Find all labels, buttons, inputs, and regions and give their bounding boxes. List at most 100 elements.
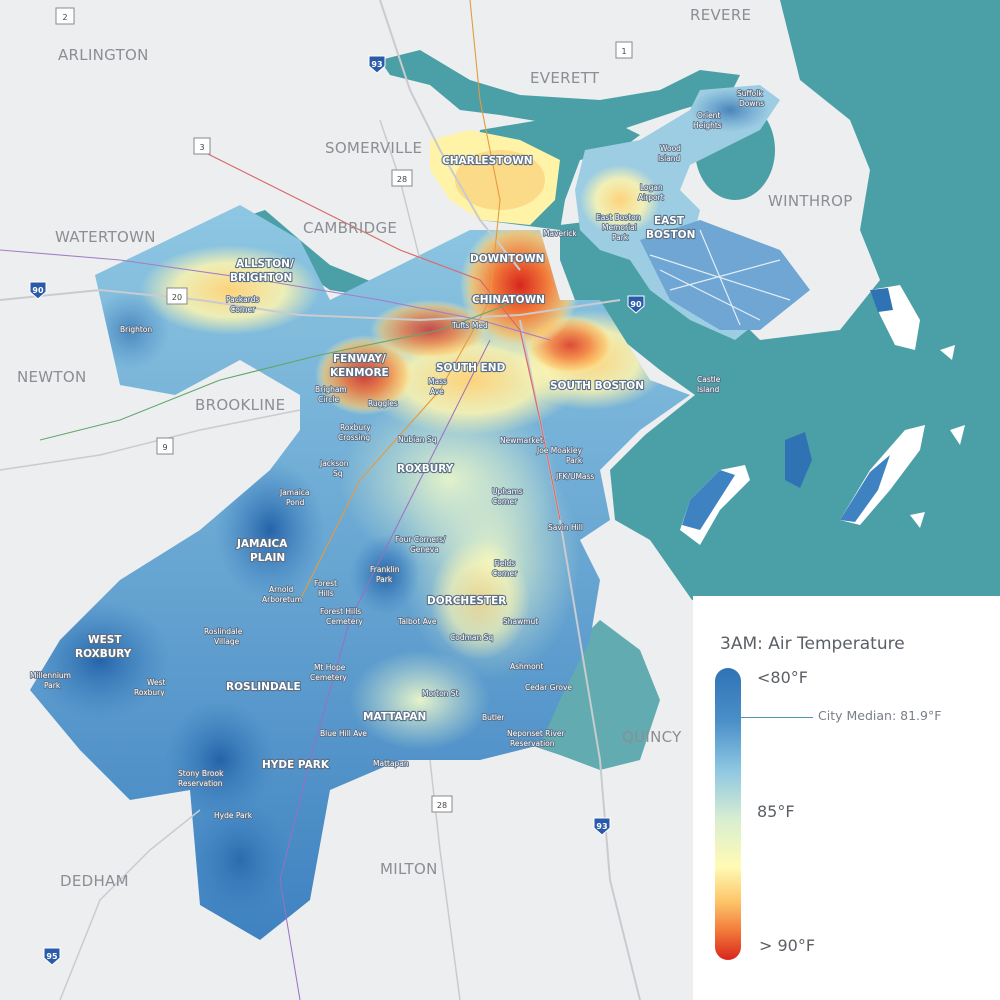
town-brookline: BROOKLINE	[195, 396, 285, 414]
cool-franklin-park	[350, 535, 420, 615]
place-orient-heights-1: Orient	[697, 111, 720, 120]
svg-text:93: 93	[371, 60, 382, 69]
island-small-3	[940, 345, 955, 360]
svg-text:90: 90	[630, 300, 642, 309]
place-nubian: Nubian Sq	[398, 435, 437, 444]
hood-fenway-line1: FENWAY/	[333, 353, 386, 365]
hood-chinatown: CHINATOWN	[472, 294, 545, 306]
place-uphams-2: Corner	[492, 497, 518, 506]
town-labels: REVERE ARLINGTON EVERETT SOMERVILLE WINT…	[17, 6, 852, 890]
place-wood-island-1: Wood	[660, 144, 681, 153]
place-shawmut: Shawmut	[503, 617, 538, 626]
hood-mattapan: MATTAPAN	[363, 711, 426, 723]
svg-text:9: 9	[162, 443, 167, 452]
place-orient-heights-2: Heights	[693, 121, 722, 130]
east-boston-heat	[575, 85, 810, 340]
place-suffolk-downs-1: Suffolk	[737, 89, 763, 98]
hood-allston-line1: ALLSTON/	[236, 258, 294, 270]
place-west-roxbury-st-2: Roxbury	[134, 688, 165, 697]
svg-text:3: 3	[199, 143, 204, 152]
place-arnold-2: Arboretum	[262, 595, 302, 604]
place-brigham-1: Brigham	[315, 385, 347, 394]
hood-jamaica-plain-line2: PLAIN	[250, 552, 285, 564]
road-i95	[59, 809, 201, 1000]
island-long-heat	[840, 455, 890, 522]
heat-allston	[140, 245, 320, 335]
hood-jamaica-plain-line1: JAMAICA	[236, 538, 288, 550]
town-newton: NEWTON	[17, 368, 87, 386]
shield-i90-east: 90	[627, 295, 645, 314]
transit-orange-line	[299, 0, 501, 601]
cool-hyde-park	[190, 800, 290, 920]
shield-rt28-south: 28	[431, 795, 453, 813]
hood-roslindale: ROSLINDALE	[226, 681, 301, 693]
place-ashmont: Ashmont	[510, 662, 543, 671]
svg-text:28: 28	[437, 801, 447, 810]
place-castle-2: Island	[697, 385, 720, 394]
shield-rt20: 20	[166, 287, 188, 305]
island-spectacle	[785, 432, 812, 488]
place-mattapan-st: Mattapan	[373, 759, 409, 768]
place-newmarket: Newmarket	[500, 436, 543, 445]
place-brighton: Brighton	[120, 325, 152, 334]
legend-label-mid: 85°F	[757, 802, 795, 821]
place-fh-cemetery-1: Forest Hills	[320, 607, 361, 616]
place-jamaica-pond-2: Pond	[286, 498, 305, 507]
place-rosl-village-1: Roslindale	[204, 627, 243, 636]
place-uphams-1: Uphams	[492, 487, 523, 496]
hood-hyde-park: HYDE PARK	[262, 759, 330, 771]
place-packards-2: Corner	[230, 305, 256, 314]
shield-i93-south: 93	[593, 817, 611, 836]
route-shields: 2 1 93 3 28 20 90 90	[29, 7, 645, 966]
heat-mattapan	[350, 650, 490, 750]
cool-jamaica-plain	[215, 460, 325, 600]
mystic-river-water	[380, 50, 740, 130]
hood-fenway-line2: KENMORE	[330, 367, 389, 379]
cool-stony-brook	[165, 700, 275, 820]
transit-green-line	[39, 299, 521, 441]
place-ruggles: Ruggles	[368, 399, 398, 408]
hood-south-boston: SOUTH BOSTON	[550, 380, 644, 392]
town-somerville: SOMERVILLE	[325, 139, 422, 157]
heat-backbay	[370, 300, 490, 360]
town-everett: EVERETT	[530, 69, 600, 87]
place-jackson-1: Jackson	[319, 459, 349, 468]
place-rosl-village-2: Village	[214, 637, 240, 646]
place-blue-hill: Blue Hill Ave	[320, 729, 367, 738]
road-i93-north	[379, 0, 521, 271]
place-moakley-1: Joe Moakley	[536, 446, 582, 455]
place-stony-brook-2: Reservation	[178, 779, 223, 788]
place-tufts-med: Tufts Med	[451, 321, 488, 330]
legend-median-label: City Median: 81.9°F	[818, 708, 942, 723]
hood-south-end: SOUTH END	[436, 362, 506, 374]
place-brigham-2: Circle	[318, 395, 339, 404]
hood-dorchester: DORCHESTER	[427, 595, 506, 607]
road-rt9	[0, 409, 301, 471]
charlestown-warm	[455, 150, 545, 210]
place-neponset-1: Neponset River	[507, 729, 566, 738]
place-jamaica-pond-1: Jamaica	[279, 488, 310, 497]
legend-label-hot: > 90°F	[759, 936, 816, 955]
hood-west-roxbury-line1: WEST	[88, 634, 122, 646]
place-mt-hope-2: Cemetery	[310, 673, 347, 682]
island-thompson-heat	[682, 470, 735, 530]
place-ebmp-2: Memorial	[602, 223, 637, 232]
svg-text:1: 1	[621, 47, 626, 56]
place-franklin-park-2: Park	[376, 575, 393, 584]
svg-text:95: 95	[46, 952, 58, 961]
place-millennium-2: Park	[44, 681, 61, 690]
hood-east-boston-line2: BOSTON	[646, 229, 695, 241]
shield-rt2: 2	[55, 7, 75, 25]
svg-text:90: 90	[32, 286, 44, 295]
shield-rt28-north: 28	[391, 169, 413, 187]
hood-east-boston-line1: EAST	[654, 215, 685, 227]
east-boston-warm	[580, 165, 660, 235]
place-morton: Morton St	[422, 689, 459, 698]
place-packards-1: Packards	[226, 295, 259, 304]
island-deer-heat	[870, 288, 893, 312]
harbor-islands	[680, 285, 965, 545]
place-moakley-2: Park	[566, 456, 583, 465]
town-quincy: QUINCY	[622, 728, 682, 746]
town-arlington: ARLINGTON	[58, 46, 149, 64]
